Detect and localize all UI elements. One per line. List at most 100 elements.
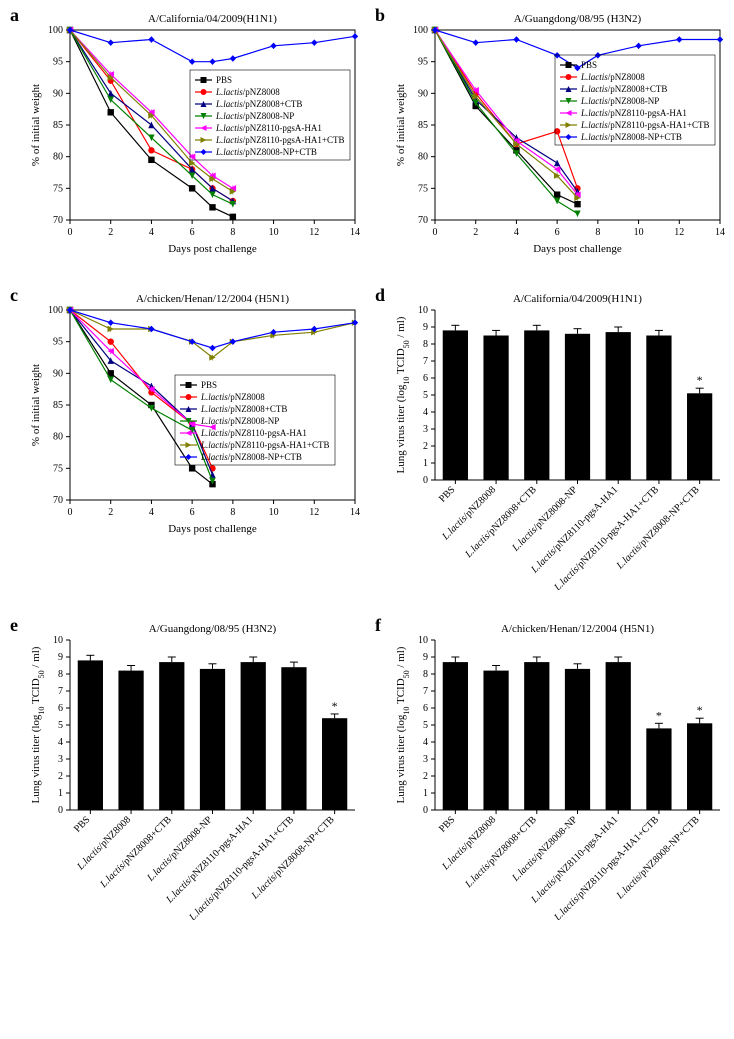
svg-text:*: * [697, 373, 703, 387]
svg-text:PBS: PBS [437, 814, 457, 834]
svg-text:L.lactis/pNZ8008-NP+CTB: L.lactis/pNZ8008-NP+CTB [614, 814, 702, 902]
svg-text:1: 1 [58, 788, 63, 799]
panel-label-c: c [10, 285, 18, 306]
svg-text:4: 4 [149, 227, 154, 238]
svg-text:4: 4 [58, 737, 63, 748]
svg-text:0: 0 [68, 227, 73, 238]
svg-text:12: 12 [309, 507, 319, 518]
panel-a: a A/California/04/2009(H1N1)707580859095… [10, 10, 365, 260]
line-chart-a: A/California/04/2009(H1N1)70758085909510… [25, 10, 365, 260]
svg-text:5: 5 [423, 390, 428, 401]
svg-text:L.lactis/pNZ8110-pgsA-HA1: L.lactis/pNZ8110-pgsA-HA1 [580, 108, 687, 118]
svg-text:6: 6 [58, 703, 63, 714]
svg-text:6: 6 [190, 227, 195, 238]
bar-chart-f: A/chicken/Henan/12/2004 (H5N1)0123456789… [390, 620, 730, 920]
svg-text:14: 14 [715, 227, 725, 238]
svg-text:PBS: PBS [216, 75, 232, 85]
svg-text:L.lactis/pNZ8008+CTB: L.lactis/pNZ8008+CTB [98, 814, 175, 891]
svg-text:75: 75 [53, 183, 63, 194]
svg-text:PBS: PBS [201, 380, 217, 390]
svg-text:A/chicken/Henan/12/2004 (H5N1): A/chicken/Henan/12/2004 (H5N1) [501, 623, 654, 635]
panel-label-b: b [375, 5, 385, 26]
svg-text:3: 3 [58, 754, 63, 765]
svg-text:PBS: PBS [437, 484, 457, 504]
svg-text:70: 70 [418, 215, 428, 226]
svg-text:L.lactis/pNZ8008+CTB: L.lactis/pNZ8008+CTB [580, 84, 667, 94]
svg-text:6: 6 [423, 373, 428, 384]
svg-text:L.lactis/pNZ8110-pgsA-HA1+CTB: L.lactis/pNZ8110-pgsA-HA1+CTB [215, 135, 345, 145]
panel-label-d: d [375, 285, 385, 306]
svg-text:90: 90 [418, 88, 428, 99]
svg-text:L.lactis/pNZ8008-NP: L.lactis/pNZ8008-NP [215, 111, 294, 121]
svg-text:0: 0 [423, 805, 428, 816]
svg-text:L.lactis/pNZ8008-NP: L.lactis/pNZ8008-NP [580, 96, 659, 106]
svg-text:6: 6 [555, 227, 560, 238]
panel-label-f: f [375, 615, 381, 636]
svg-text:L.lactis/pNZ8008+CTB: L.lactis/pNZ8008+CTB [463, 484, 540, 561]
svg-text:75: 75 [53, 463, 63, 474]
svg-text:10: 10 [634, 227, 644, 238]
svg-text:*: * [656, 708, 662, 722]
bar-chart-e: A/Guangdong/08/95 (H3N2)012345678910Lung… [25, 620, 365, 920]
svg-text:2: 2 [58, 771, 63, 782]
svg-text:3: 3 [423, 754, 428, 765]
panel-label-e: e [10, 615, 18, 636]
svg-text:14: 14 [350, 227, 360, 238]
svg-text:*: * [332, 699, 338, 713]
svg-text:% of initial weight: % of initial weight [30, 84, 42, 166]
svg-text:2: 2 [473, 227, 478, 238]
svg-text:75: 75 [418, 183, 428, 194]
svg-text:7: 7 [423, 356, 428, 367]
svg-text:L.lactis/pNZ8008-NP+CTB: L.lactis/pNZ8008-NP+CTB [215, 147, 317, 157]
svg-text:0: 0 [433, 227, 438, 238]
svg-text:A/chicken/Henan/12/2004 (H5N1): A/chicken/Henan/12/2004 (H5N1) [136, 293, 289, 305]
svg-text:2: 2 [423, 441, 428, 452]
svg-text:2: 2 [423, 771, 428, 782]
svg-text:6: 6 [423, 703, 428, 714]
svg-text:1: 1 [423, 458, 428, 469]
svg-text:L.lactis/pNZ8110-pgsA-HA1: L.lactis/pNZ8110-pgsA-HA1 [215, 123, 322, 133]
line-chart-b: A/Guangdong/08/95 (H3N2)7075808590951000… [390, 10, 730, 260]
svg-text:95: 95 [53, 57, 63, 68]
svg-text:9: 9 [58, 652, 63, 663]
svg-text:85: 85 [53, 400, 63, 411]
svg-text:Days post challenge: Days post challenge [533, 243, 622, 255]
svg-text:L.lactis/pNZ8008: L.lactis/pNZ8008 [200, 392, 265, 402]
svg-text:8: 8 [595, 227, 600, 238]
bar-chart-d: A/California/04/2009(H1N1)012345678910Lu… [390, 290, 730, 590]
svg-text:Days post challenge: Days post challenge [168, 523, 257, 535]
svg-text:6: 6 [190, 507, 195, 518]
svg-text:3: 3 [423, 424, 428, 435]
svg-text:4: 4 [149, 507, 154, 518]
svg-text:PBS: PBS [581, 60, 597, 70]
svg-text:2: 2 [108, 507, 113, 518]
svg-text:L.lactis/pNZ8008-NP+CTB: L.lactis/pNZ8008-NP+CTB [614, 484, 702, 572]
panel-b: b A/Guangdong/08/95 (H3N2)70758085909510… [375, 10, 730, 260]
svg-text:L.lactis/pNZ8110-pgsA-HA1+CTB: L.lactis/pNZ8110-pgsA-HA1+CTB [580, 120, 710, 130]
svg-text:14: 14 [350, 507, 360, 518]
svg-text:L.lactis/pNZ8008-NP+CTB: L.lactis/pNZ8008-NP+CTB [249, 814, 337, 902]
panel-c: c A/chicken/Henan/12/2004 (H5N1)70758085… [10, 290, 365, 590]
svg-text:1: 1 [423, 788, 428, 799]
svg-text:5: 5 [58, 720, 63, 731]
svg-text:90: 90 [53, 88, 63, 99]
svg-text:A/Guangdong/08/95 (H3N2): A/Guangdong/08/95 (H3N2) [514, 13, 642, 25]
svg-text:90: 90 [53, 368, 63, 379]
svg-text:4: 4 [423, 407, 428, 418]
svg-text:4: 4 [423, 737, 428, 748]
svg-text:Lung virus titer (log10 TCID50: Lung virus titer (log10 TCID50 / ml) [30, 646, 46, 803]
svg-text:% of initial weight: % of initial weight [30, 364, 42, 446]
svg-text:10: 10 [53, 635, 63, 646]
svg-text:8: 8 [423, 339, 428, 350]
svg-text:L.lactis/pNZ8008+CTB: L.lactis/pNZ8008+CTB [215, 99, 302, 109]
svg-text:*: * [697, 703, 703, 717]
line-chart-c: A/chicken/Henan/12/2004 (H5N1)7075808590… [25, 290, 365, 540]
svg-text:L.lactis/pNZ8008-NP: L.lactis/pNZ8008-NP [200, 416, 279, 426]
svg-text:80: 80 [418, 152, 428, 163]
svg-text:L.lactis/pNZ8110-pgsA-HA1: L.lactis/pNZ8110-pgsA-HA1 [200, 428, 307, 438]
svg-text:L.lactis/pNZ8008+CTB: L.lactis/pNZ8008+CTB [463, 814, 540, 891]
svg-text:100: 100 [413, 25, 428, 36]
svg-text:4: 4 [514, 227, 519, 238]
panel-label-a: a [10, 5, 19, 26]
svg-text:8: 8 [58, 669, 63, 680]
